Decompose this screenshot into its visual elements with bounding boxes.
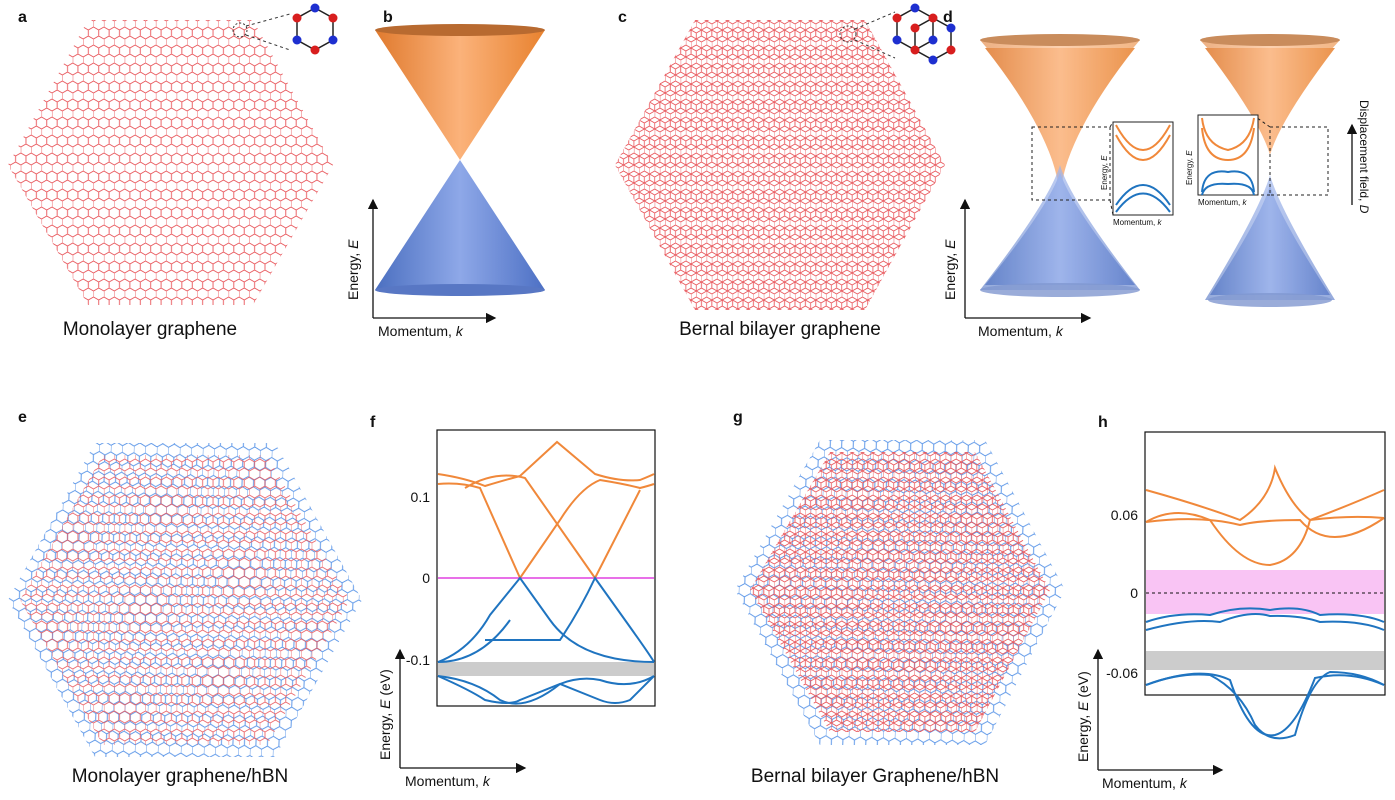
text: E	[1100, 155, 1109, 161]
panel-label: a	[18, 9, 27, 26]
text: (eV)	[377, 669, 393, 699]
axis-label: Momentum, k	[405, 773, 491, 789]
y-tick-label: 0	[1130, 585, 1138, 601]
text: k	[1157, 218, 1162, 227]
text: Momentum,	[378, 323, 456, 339]
axis-label: Displacement field, D	[1357, 100, 1371, 214]
text: k	[456, 323, 464, 339]
bands	[1145, 464, 1385, 740]
lattice	[615, 20, 945, 310]
axis-label: Energy, E	[1185, 150, 1194, 185]
axis-label: Energy, E	[942, 239, 958, 300]
axis-label: Energy, E (eV)	[377, 669, 393, 760]
gap-band	[1146, 570, 1384, 614]
inset-plot	[1112, 114, 1259, 216]
text: Energy,	[1185, 156, 1194, 185]
axis-label: Energy, E	[345, 239, 361, 300]
text: k	[1180, 775, 1188, 791]
zoom-hexagon	[892, 3, 956, 65]
panel-label: e	[18, 409, 27, 426]
dirac-cone	[375, 24, 545, 296]
zoom-lines	[854, 11, 896, 59]
axis-label: Momentum, k	[1198, 198, 1247, 207]
text: k	[483, 773, 491, 789]
zoom-hexagon	[292, 3, 338, 55]
axis-label: Momentum, k	[1113, 218, 1162, 227]
text: E	[1185, 150, 1194, 156]
text: Energy,	[1100, 161, 1109, 190]
y-tick-label: -0.06	[1106, 665, 1138, 681]
panel-label: b	[383, 9, 393, 26]
zoom-lines	[245, 13, 291, 51]
panel-label: f	[370, 414, 376, 431]
text: Momentum,	[1102, 775, 1180, 791]
text: Energy,	[1075, 711, 1091, 762]
y-tick-label: 0	[422, 570, 430, 586]
panel-label: g	[733, 409, 743, 426]
caption: Bernal bilayer graphene	[679, 319, 881, 340]
axis-label: Momentum, k	[1102, 775, 1188, 791]
text: (eV)	[1075, 671, 1091, 701]
text: Displacement field,	[1357, 100, 1371, 205]
text: k	[1242, 198, 1247, 207]
axis-label: Energy, E (eV)	[1075, 671, 1091, 762]
text: Momentum,	[978, 323, 1056, 339]
text: Energy,	[377, 709, 393, 760]
panel-label: h	[1098, 414, 1108, 431]
text: D	[1357, 205, 1371, 214]
zoom-circle	[232, 22, 248, 38]
text: Energy,	[345, 249, 361, 300]
text: Momentum,	[1198, 198, 1242, 207]
text: E	[1075, 701, 1091, 711]
zoom-circle	[839, 25, 857, 43]
axis-label: Momentum, k	[378, 323, 464, 339]
lattice	[8, 20, 333, 305]
caption: Bernal bilayer Graphene/hBN	[751, 766, 999, 787]
caption: Monolayer graphene/hBN	[72, 766, 289, 787]
bilayer-cones	[980, 34, 1340, 307]
axis-label: Momentum, k	[978, 323, 1064, 339]
lattice	[750, 452, 1050, 732]
text: Momentum,	[1113, 218, 1157, 227]
y-tick-label: 0.1	[411, 489, 431, 505]
lattice	[20, 455, 350, 745]
caption: Monolayer graphene	[63, 319, 237, 340]
panel-label: d	[943, 9, 953, 26]
text: E	[345, 239, 361, 249]
text: E	[377, 699, 393, 709]
text: k	[1056, 323, 1064, 339]
gap-band	[438, 662, 654, 676]
text: Energy,	[942, 249, 958, 300]
axis-label: Energy, E	[1100, 155, 1109, 190]
y-tick-label: 0.06	[1111, 507, 1138, 523]
gap-band	[1146, 651, 1384, 670]
text: E	[942, 239, 958, 249]
bands	[437, 440, 655, 705]
panel-label: c	[618, 9, 627, 26]
text: Momentum,	[405, 773, 483, 789]
y-tick-label: -0.1	[406, 652, 430, 668]
